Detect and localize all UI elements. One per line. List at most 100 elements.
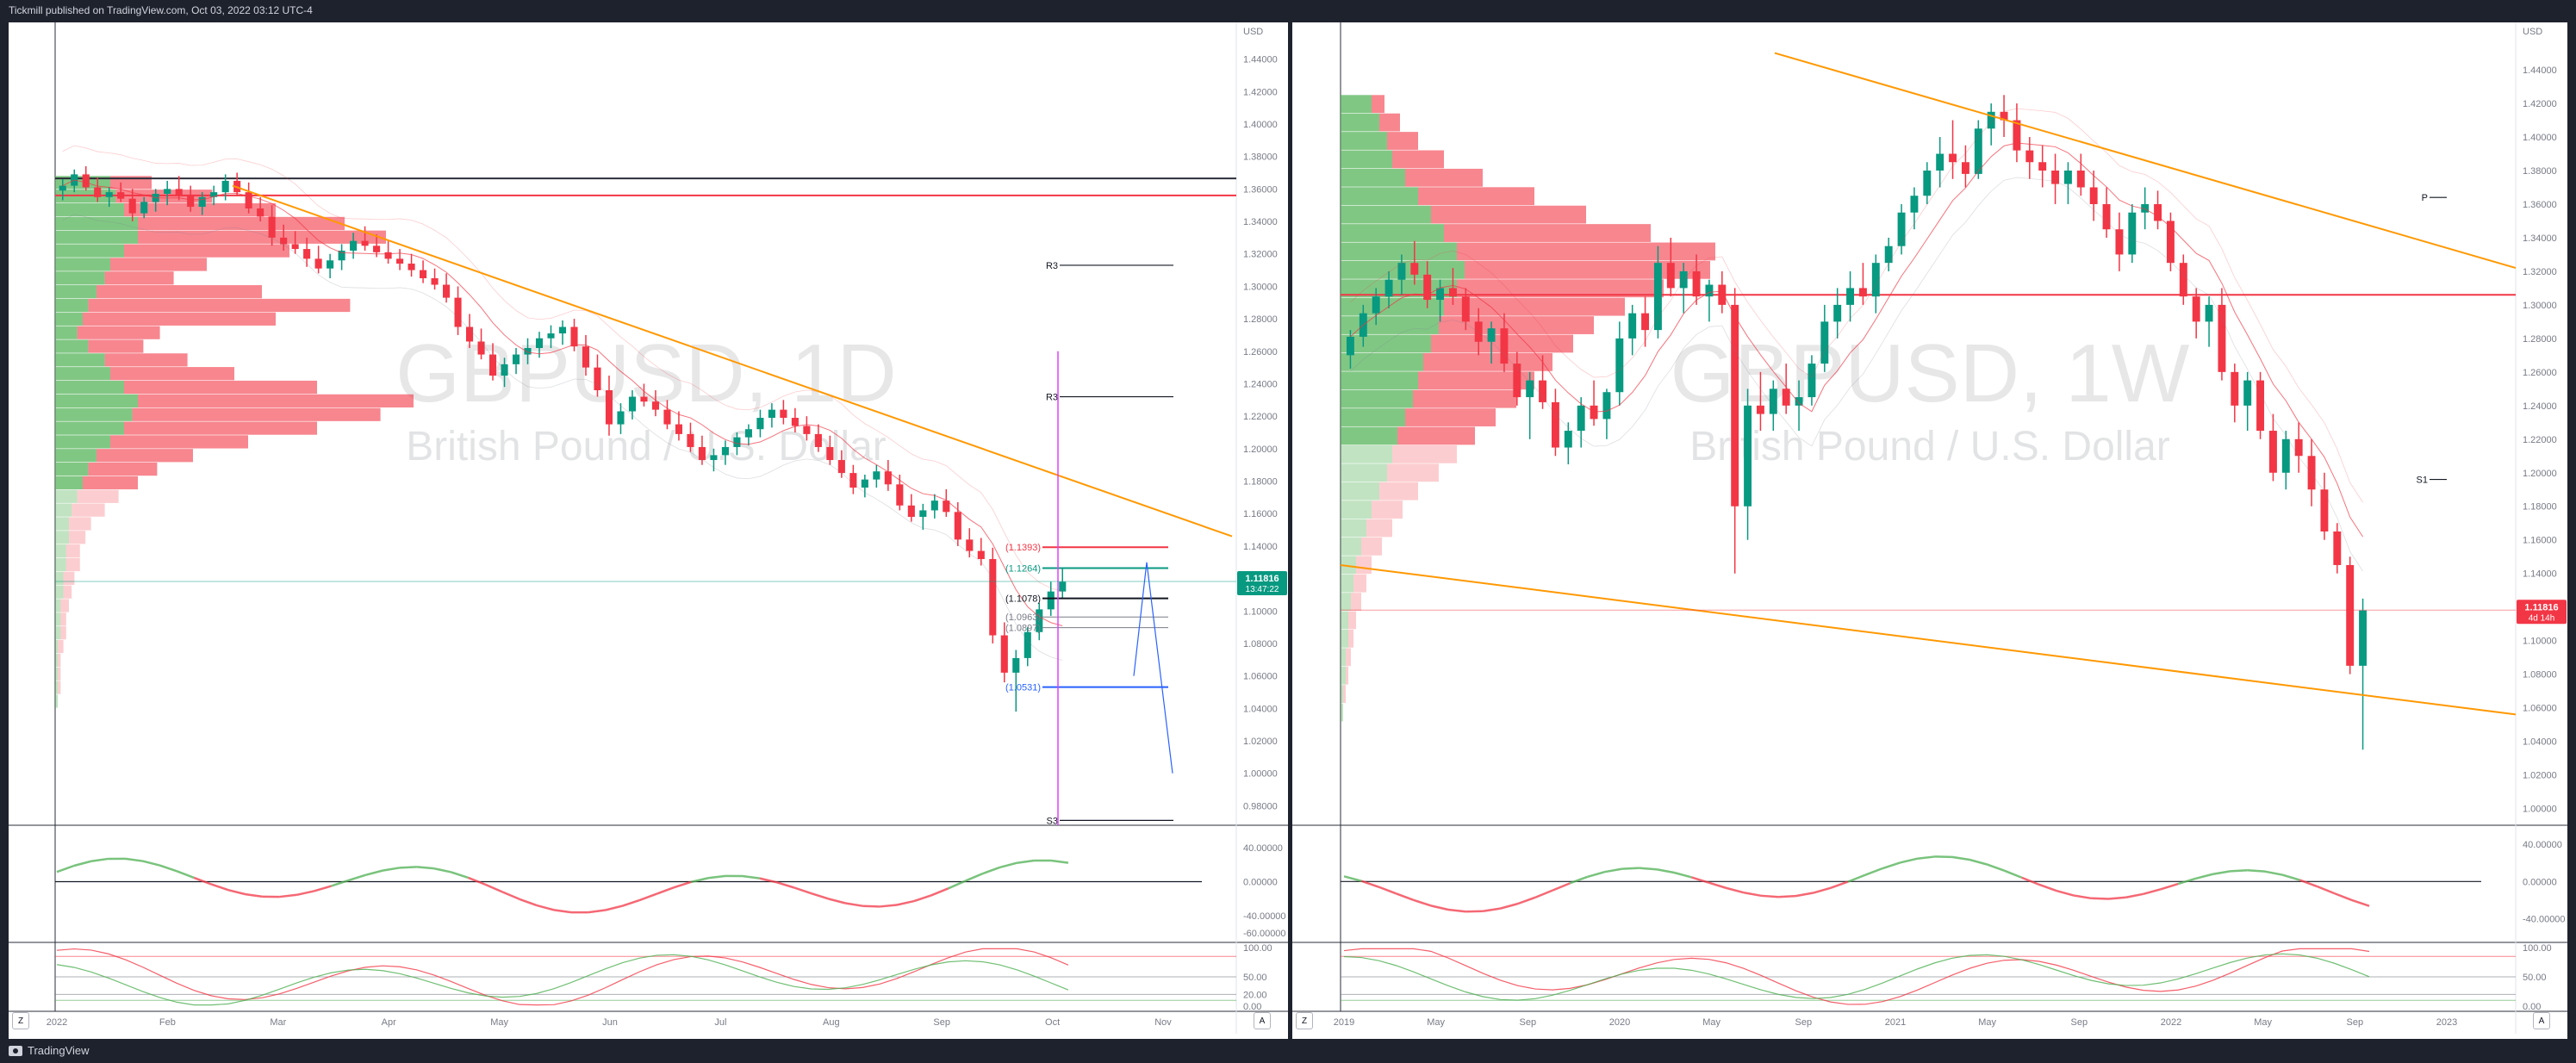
candle-body [640,396,648,402]
candle-body [1846,288,1855,305]
volume-profile-bar [110,435,248,449]
rsi-line-segment [125,857,143,862]
rsi-line-segment [1343,875,1362,882]
rsi-line-segment [1378,886,1397,895]
price-tick-label: 1.26000 [1243,347,1278,357]
price-tick-label: 1.18000 [1243,477,1278,488]
volume-profile-bar [58,681,61,694]
volume-profile-bar [1457,242,1715,261]
volume-profile-bar [55,271,105,285]
volume-profile-bar [55,421,124,435]
candle-body [2256,380,2265,432]
price-tick-label: 1.24000 [2523,401,2557,412]
rsi-line-segment [1447,908,1466,913]
candle-body [535,338,544,349]
candle-body [2218,304,2226,372]
time-axis-label: 2022 [2161,1017,2181,1028]
rsi-line-segment [364,869,383,876]
candle-body [2205,304,2213,322]
candle-body [1500,328,1509,364]
price-tick-label: 1.02000 [2523,771,2557,781]
candle-body [140,202,148,214]
volume-profile-bar [1341,685,1343,703]
candle-body [303,249,311,259]
candle-body [663,409,671,425]
rsi-line-segment [845,902,863,907]
price-tick-label: 1.34000 [1243,217,1278,227]
volume-profile-bar [1341,168,1405,187]
volume-profile-bar [110,258,207,271]
rsi-line-segment [1017,859,1035,864]
rsi-line-segment [501,891,520,901]
price-tick-label: 1.14000 [1243,542,1278,552]
price-tick-label: 1.36000 [2523,200,2557,210]
volume-profile-bar [77,326,160,339]
chart-pane-weekly[interactable]: GBPUSD, 1W British Pound / U.S. Dollar USD… [1292,22,2567,1039]
rsi-line-segment [862,904,880,908]
price-tick-label: 1.28000 [1243,314,1278,325]
auto-scale-button-right[interactable]: A [2533,1012,2550,1029]
candle-body [443,284,451,298]
volume-profile-bar [55,244,124,258]
rsi-tick-label: 40.00000 [1243,843,1283,854]
stochastic-tick-label: 20.00 [1243,990,1267,1000]
volume-profile-bar [83,476,138,490]
rsi-line-segment [1050,859,1069,864]
rsi-tick-label: -60.00000 [1243,929,1286,939]
price-tick-label: 1.10000 [1243,606,1278,617]
rsi-line-segment [210,883,229,892]
time-axis-label: May [1702,1017,1720,1028]
rsi-line-segment [1743,891,1762,898]
rsi-line-segment [1795,892,1814,898]
time-axis-label: Sep [933,1017,950,1028]
rsi-line-segment [2108,896,2126,900]
volume-profile-bar [88,462,158,476]
rsi-tick-label: 0.00000 [2523,877,2557,887]
volume-profile-bar [55,380,124,395]
rsi-line-segment [2091,897,2109,900]
chart-pane-daily[interactable]: GBPUSD, 1D British Pound / U.S. Dollar USD… [9,22,1288,1039]
volume-profile-bar [1341,95,1372,114]
time-axis-label: May [1427,1017,1445,1028]
price-tick-label: 1.42000 [1243,87,1278,97]
tradingview-logo[interactable]: TradingView [9,1044,90,1057]
time-axis-label: 2022 [47,1017,67,1028]
volume-profile-bar [1341,408,1405,426]
volume-profile-bar [1341,371,1418,390]
rsi-line-segment [330,879,349,887]
volume-profile-bar [1341,297,1444,316]
price-tick-label: 1.40000 [1243,120,1278,130]
volume-profile-bar [55,557,66,572]
volume-profile-bar [1387,132,1418,150]
candle-body [2320,489,2329,532]
volume-profile-bar [88,339,144,353]
rsi-line-segment [1864,867,1883,876]
fib-level-label: (1.1264) [1005,564,1041,575]
rsi-line-segment [622,898,640,907]
candle-body [1692,270,1701,297]
rsi-line-segment [2194,873,2213,880]
rsi-line-segment [1569,875,1588,885]
candle-body [2051,171,2060,184]
auto-scale-button-left[interactable]: A [1254,1012,1271,1029]
price-tick-label: 1.20000 [1243,444,1278,455]
candle-body [628,396,637,412]
candle-body [2089,187,2098,204]
price-tick-label: 1.06000 [1243,672,1278,682]
volume-profile-bar [60,626,66,640]
candle-body [744,429,752,438]
candle-body [1577,405,1585,432]
candle-body [291,244,299,250]
rsi-line-segment [759,877,778,884]
volume-profile-bar [55,230,138,244]
volume-profile-bar [1405,408,1496,426]
candle-body [187,195,195,208]
last-price-value: 1.11816 [1245,574,1279,584]
volume-profile-bar [138,216,345,231]
zoom-toggle-left[interactable]: Z [12,1012,29,1029]
zoom-toggle-right[interactable]: Z [1296,1012,1313,1029]
volume-profile-bar [55,435,110,449]
rsi-line-segment [2125,892,2144,898]
